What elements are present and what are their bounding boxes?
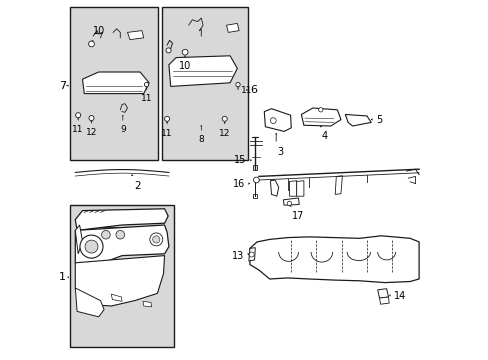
Bar (253, 165, 257, 170)
Bar (117, 281, 134, 290)
Polygon shape (345, 114, 370, 126)
Circle shape (253, 177, 259, 183)
Polygon shape (249, 236, 418, 283)
Circle shape (152, 236, 160, 243)
Polygon shape (75, 256, 164, 306)
Polygon shape (264, 109, 291, 131)
Circle shape (270, 118, 276, 123)
Circle shape (89, 116, 94, 121)
Polygon shape (377, 289, 387, 298)
Text: 16: 16 (232, 179, 244, 189)
Text: 12: 12 (85, 128, 97, 137)
Circle shape (116, 230, 124, 239)
Text: 7: 7 (59, 81, 66, 91)
Circle shape (76, 113, 81, 118)
Polygon shape (75, 225, 168, 272)
Text: 11: 11 (161, 129, 172, 138)
Circle shape (222, 116, 227, 121)
Text: 13: 13 (232, 251, 244, 261)
Polygon shape (289, 181, 296, 196)
Polygon shape (127, 31, 143, 40)
Text: 14: 14 (393, 291, 406, 301)
Polygon shape (301, 108, 340, 126)
Circle shape (149, 233, 163, 246)
Polygon shape (111, 294, 122, 301)
Polygon shape (379, 297, 388, 304)
Text: 11: 11 (72, 125, 84, 134)
Polygon shape (270, 180, 278, 196)
Text: 17: 17 (291, 211, 304, 221)
Text: 10: 10 (92, 26, 104, 36)
Polygon shape (75, 209, 168, 230)
Text: 6: 6 (250, 85, 257, 95)
Circle shape (88, 41, 94, 47)
Text: 8: 8 (198, 135, 204, 144)
Bar (70, 7, 158, 160)
Circle shape (287, 201, 291, 206)
Text: 3: 3 (277, 147, 283, 157)
Circle shape (144, 82, 148, 87)
Polygon shape (283, 198, 299, 205)
Bar (138, 284, 152, 292)
Circle shape (318, 108, 322, 112)
Bar (133, 230, 158, 245)
Circle shape (166, 48, 171, 53)
Polygon shape (75, 225, 82, 254)
Polygon shape (142, 301, 151, 307)
Text: 4: 4 (321, 131, 327, 141)
Bar (134, 245, 156, 250)
Polygon shape (226, 23, 239, 32)
Text: 11: 11 (241, 86, 252, 95)
Text: 15: 15 (233, 155, 245, 165)
Text: 2: 2 (134, 181, 141, 191)
Text: 1: 1 (59, 272, 65, 282)
Circle shape (249, 252, 254, 257)
Circle shape (85, 240, 98, 253)
Circle shape (182, 49, 187, 55)
Polygon shape (168, 56, 237, 86)
Polygon shape (82, 72, 149, 94)
Text: 5: 5 (375, 114, 381, 125)
Bar (162, 7, 247, 160)
Polygon shape (335, 176, 342, 194)
Bar (99, 227, 127, 243)
Text: 10: 10 (179, 61, 191, 71)
Polygon shape (248, 248, 255, 261)
Circle shape (235, 82, 240, 87)
Bar (70, 205, 174, 347)
Polygon shape (75, 288, 104, 317)
Text: 12: 12 (219, 129, 230, 138)
Bar (253, 194, 257, 198)
Circle shape (164, 116, 169, 121)
Circle shape (80, 235, 103, 258)
Polygon shape (296, 181, 303, 196)
Circle shape (102, 230, 110, 239)
Text: 9: 9 (120, 125, 125, 134)
Text: 11: 11 (141, 94, 152, 103)
